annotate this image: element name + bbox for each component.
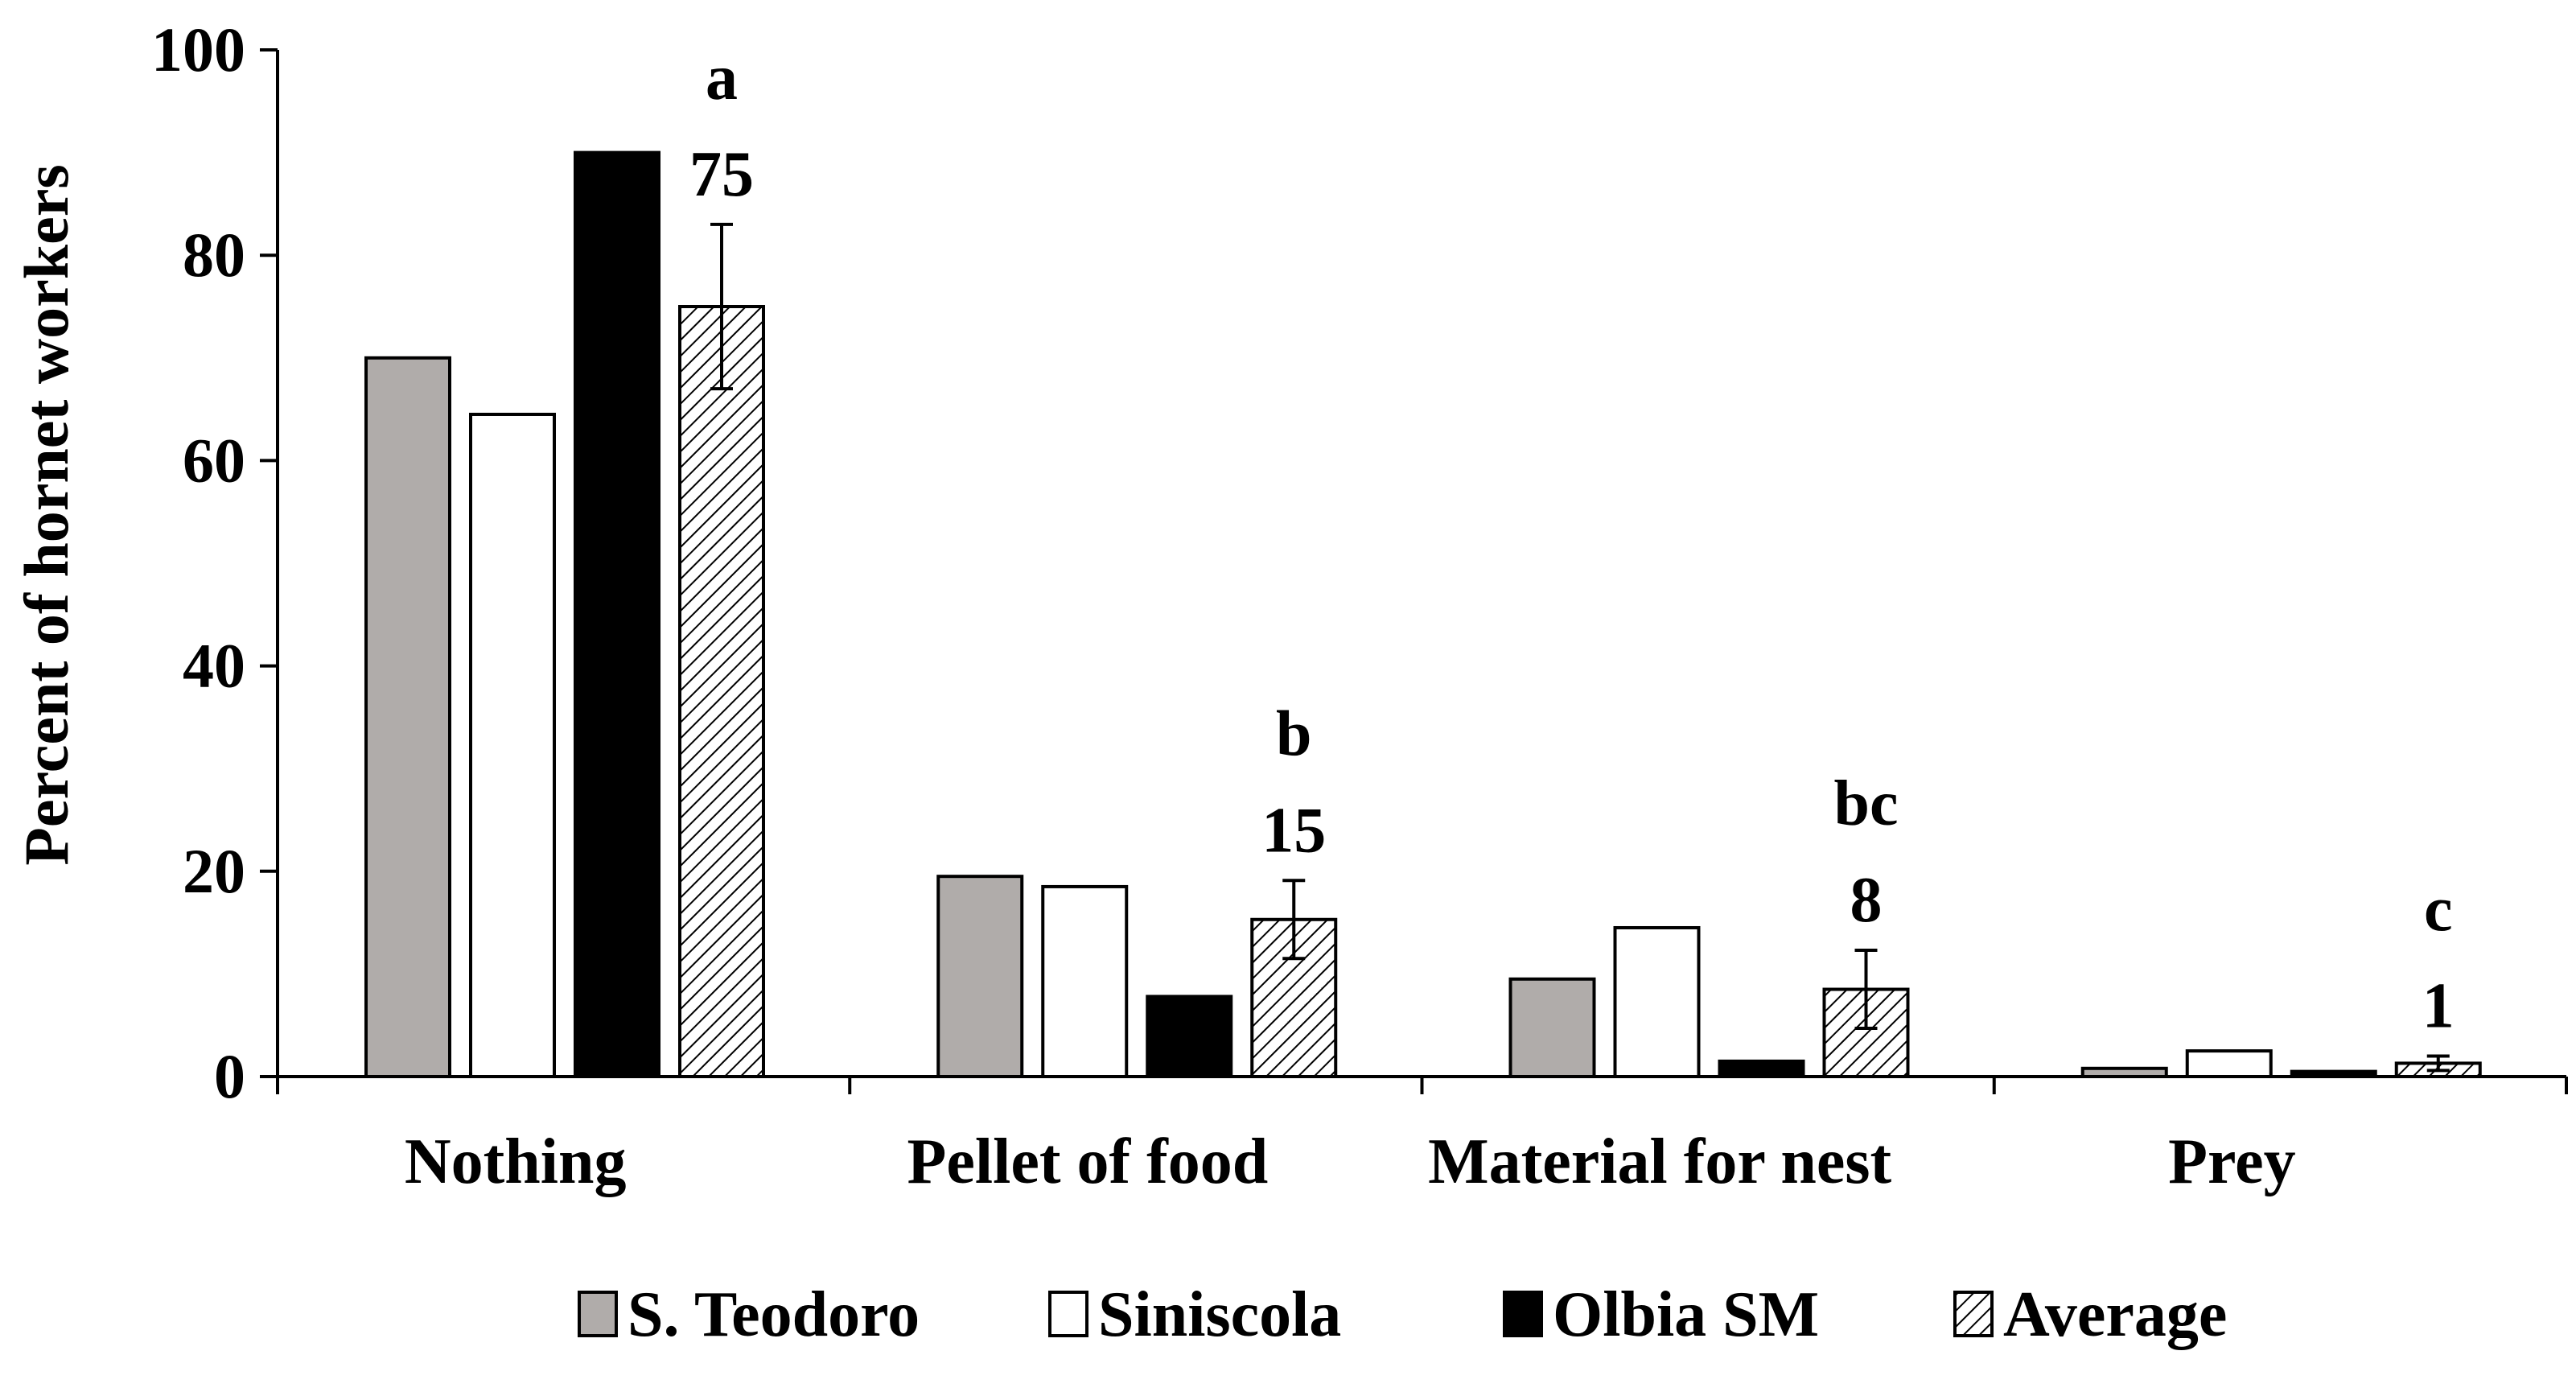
legend-label: Siniscola [1098, 1279, 1341, 1350]
bar-average [678, 305, 765, 1078]
bar-siniscola [1041, 884, 1129, 1078]
y-tick-label: 80 [183, 220, 245, 290]
x-tick-label: Prey [2168, 1126, 2295, 1197]
legend: S. Teodoro Siniscola Olbia SM Average [578, 1279, 2227, 1350]
bar-siniscola [469, 412, 556, 1078]
x-tick-label: Pellet of food [907, 1126, 1269, 1197]
legend-swatch [1048, 1291, 1088, 1337]
y-tick-label: 20 [183, 836, 245, 906]
legend-swatch [1953, 1291, 1994, 1337]
legend-label: Olbia SM [1553, 1279, 1819, 1350]
significance-letter: bc [1834, 768, 1899, 839]
bar-s-teodoro [364, 356, 451, 1078]
annotations: 75 a 15 b 8 bc 1 c [689, 43, 2455, 1042]
y-axis-label: Percent of hornet workers [11, 164, 81, 865]
x-tick-label: Material for nest [1428, 1126, 1891, 1197]
mean-value-label: 8 [1850, 865, 1883, 936]
legend-swatch [578, 1291, 618, 1337]
significance-letter: c [2424, 874, 2453, 945]
bar-olbia-sm [1146, 995, 1233, 1079]
legend-swatch [1503, 1291, 1543, 1337]
y-axis-ticks: 0 20 40 60 80 100 [151, 14, 278, 1111]
bar-olbia-sm [1718, 1059, 1805, 1078]
bar-olbia-sm [574, 150, 660, 1079]
bar-s-teodoro [1508, 977, 1596, 1079]
significance-letter: b [1276, 698, 1312, 769]
mean-value-label: 1 [2422, 970, 2455, 1041]
legend-label: S. Teodoro [628, 1279, 920, 1350]
x-tick-label: Nothing [405, 1126, 627, 1197]
x-axis-ticks: Nothing Pellet of food Material for nest Pr… [276, 1077, 2568, 1197]
bar-group [364, 150, 2482, 1079]
mean-value-label: 15 [1261, 795, 1326, 866]
legend-label: Average [2003, 1279, 2227, 1350]
y-tick-label: 60 [183, 425, 245, 495]
y-tick-label: 40 [183, 631, 245, 701]
bar-s-teodoro [936, 875, 1024, 1079]
bar-siniscola [2185, 1049, 2273, 1078]
bar-siniscola [1613, 925, 1701, 1078]
y-tick-label: 100 [151, 14, 245, 84]
y-tick-label: 0 [214, 1041, 245, 1111]
significance-letter: a [706, 43, 738, 113]
mean-value-label: 75 [689, 139, 754, 210]
